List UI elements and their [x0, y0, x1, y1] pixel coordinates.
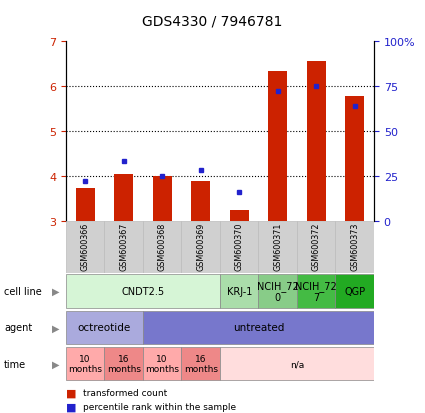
- Bar: [220, 221, 258, 273]
- Bar: [105, 221, 143, 273]
- Bar: [66, 275, 220, 308]
- Text: GSM600368: GSM600368: [158, 222, 167, 270]
- Bar: [297, 221, 335, 273]
- Text: ▶: ▶: [51, 359, 59, 369]
- Bar: [181, 221, 220, 273]
- Text: agent: agent: [4, 323, 32, 332]
- Text: GSM600369: GSM600369: [196, 222, 205, 270]
- Text: octreotide: octreotide: [78, 323, 131, 332]
- Bar: [345, 97, 364, 221]
- Text: GSM600372: GSM600372: [312, 222, 321, 271]
- Text: ■: ■: [66, 388, 76, 398]
- Text: GSM600366: GSM600366: [81, 222, 90, 270]
- Bar: [143, 311, 374, 344]
- Text: GSM600371: GSM600371: [273, 222, 282, 270]
- Text: n/a: n/a: [290, 359, 304, 368]
- Text: percentile rank within the sample: percentile rank within the sample: [83, 402, 236, 411]
- Text: untreated: untreated: [233, 323, 284, 332]
- Bar: [306, 62, 326, 221]
- Bar: [258, 221, 297, 273]
- Text: GSM600367: GSM600367: [119, 222, 128, 270]
- Bar: [268, 72, 287, 221]
- Text: ▶: ▶: [51, 323, 59, 332]
- Bar: [258, 275, 297, 308]
- Bar: [76, 189, 95, 221]
- Bar: [335, 275, 374, 308]
- Bar: [191, 182, 210, 221]
- Text: GDS4330 / 7946781: GDS4330 / 7946781: [142, 15, 283, 29]
- Text: QGP: QGP: [344, 286, 366, 296]
- Bar: [181, 347, 220, 380]
- Text: CNDT2.5: CNDT2.5: [122, 286, 164, 296]
- Text: cell line: cell line: [4, 286, 42, 296]
- Text: GSM600370: GSM600370: [235, 222, 244, 270]
- Text: 10
months: 10 months: [145, 354, 179, 373]
- Text: NCIH_72
7: NCIH_72 7: [295, 280, 337, 302]
- Bar: [143, 347, 181, 380]
- Text: KRJ-1: KRJ-1: [227, 286, 252, 296]
- Text: ▶: ▶: [51, 286, 59, 296]
- Bar: [153, 176, 172, 221]
- Bar: [66, 221, 105, 273]
- Bar: [297, 275, 335, 308]
- Text: transformed count: transformed count: [83, 388, 167, 397]
- Bar: [335, 221, 374, 273]
- Bar: [220, 275, 258, 308]
- Text: NCIH_72
0: NCIH_72 0: [257, 280, 299, 302]
- Bar: [143, 221, 181, 273]
- Bar: [66, 311, 143, 344]
- Bar: [220, 347, 374, 380]
- Bar: [66, 347, 105, 380]
- Text: time: time: [4, 359, 26, 369]
- Bar: [114, 174, 133, 221]
- Bar: [105, 347, 143, 380]
- Text: 16
months: 16 months: [184, 354, 218, 373]
- Bar: [230, 210, 249, 221]
- Text: 16
months: 16 months: [107, 354, 141, 373]
- Text: GSM600373: GSM600373: [350, 222, 359, 270]
- Text: ■: ■: [66, 402, 76, 412]
- Text: 10
months: 10 months: [68, 354, 102, 373]
